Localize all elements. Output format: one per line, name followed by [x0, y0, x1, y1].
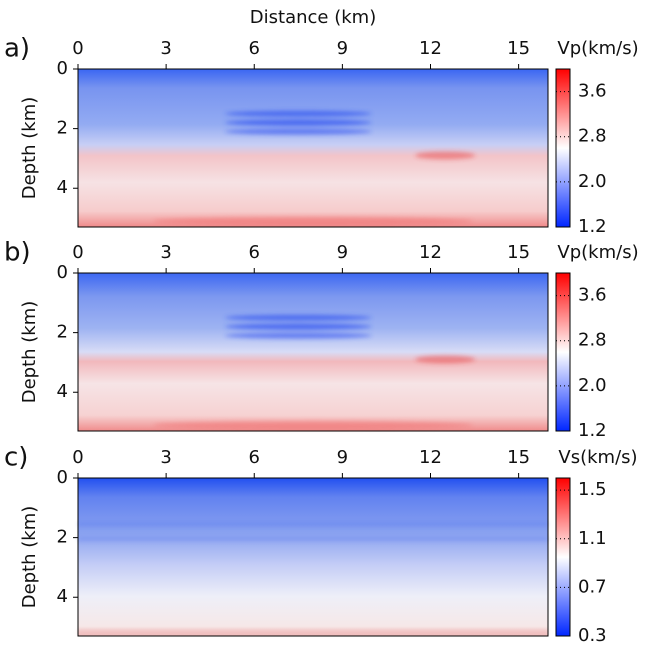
x-tick-label: 0 [72, 447, 83, 468]
y-axis-title: Depth (km) [19, 97, 40, 200]
x-tick-label: 6 [249, 447, 260, 468]
reflector [224, 332, 372, 339]
x-tick-label: 0 [72, 38, 83, 59]
panel-label: a) [4, 34, 30, 64]
reflector [224, 323, 372, 330]
reflector [153, 217, 473, 226]
plot-frame [77, 68, 549, 228]
x-tick-label: 9 [337, 38, 348, 59]
panel-label: c) [4, 443, 28, 473]
texture [153, 110, 476, 226]
x-tick-label: 15 [507, 38, 530, 59]
x-tick-label: 12 [419, 447, 442, 468]
reflector [415, 151, 476, 160]
colorbar-tick-label: 3.6 [578, 285, 607, 306]
image [78, 69, 548, 227]
x-tick-label: 6 [249, 242, 260, 263]
y-axis-title: Depth (km) [19, 301, 40, 404]
x-tick-label: 6 [249, 38, 260, 59]
x-tick-label: 12 [419, 242, 442, 263]
colorbar-tick-label: 2.8 [578, 126, 607, 147]
y-tick-label: 0 [57, 467, 68, 488]
reflector [78, 537, 548, 541]
x-tick-label: 3 [160, 38, 171, 59]
colorbar-tick-label: 1.2 [578, 216, 607, 237]
colorbar-label: Vp(km/s) [557, 242, 638, 263]
plot-frame [77, 272, 549, 432]
colorbar-tick-label: 2.8 [578, 330, 607, 351]
reflector [78, 522, 548, 526]
colorbar-tick-label: 1.1 [578, 528, 607, 549]
colorbar-tick-label: 0.3 [578, 625, 607, 646]
colorbar-tick-label: 2.0 [578, 375, 607, 396]
y-tick-label: 2 [57, 322, 68, 343]
x-tick-label: 12 [419, 38, 442, 59]
reflector [415, 355, 476, 364]
y-tick-label: 2 [57, 118, 68, 139]
y-axis-title: Depth (km) [19, 506, 40, 609]
texture [78, 522, 548, 635]
y-tick-label: 2 [57, 527, 68, 548]
image [78, 478, 548, 636]
x-tick-label: 9 [337, 242, 348, 263]
x-tick-label: 15 [507, 242, 530, 263]
y-tick-label: 4 [57, 586, 68, 607]
colorbar-tick-label: 1.5 [578, 479, 607, 500]
reflector [224, 119, 372, 126]
reflector [78, 630, 548, 635]
colorbar [555, 68, 571, 228]
image [78, 273, 548, 431]
y-tick-label: 0 [57, 58, 68, 79]
x-axis-title: Distance (km) [250, 7, 376, 28]
reflector [224, 314, 372, 321]
colorbar-tick-label: 2.0 [578, 171, 607, 192]
texture [153, 314, 476, 430]
y-tick-label: 4 [57, 177, 68, 198]
colorbar-tick-label: 1.2 [578, 420, 607, 441]
x-tick-label: 15 [507, 447, 530, 468]
colorbar-label: Vs(km/s) [558, 447, 637, 468]
x-tick-label: 9 [337, 447, 348, 468]
colorbar-tick-label: 0.7 [578, 576, 607, 597]
y-tick-label: 4 [57, 381, 68, 402]
panel-label: b) [4, 238, 31, 268]
reflector [224, 128, 372, 135]
y-tick-label: 0 [57, 262, 68, 283]
reflector [224, 110, 372, 117]
reflector [153, 421, 473, 430]
plot-frame [77, 477, 549, 637]
x-tick-label: 3 [160, 447, 171, 468]
x-tick-label: 0 [72, 242, 83, 263]
colorbar-label: Vp(km/s) [557, 38, 638, 59]
colorbar [555, 477, 571, 637]
colorbar-tick-label: 3.6 [578, 81, 607, 102]
colorbar [555, 272, 571, 432]
x-tick-label: 3 [160, 242, 171, 263]
